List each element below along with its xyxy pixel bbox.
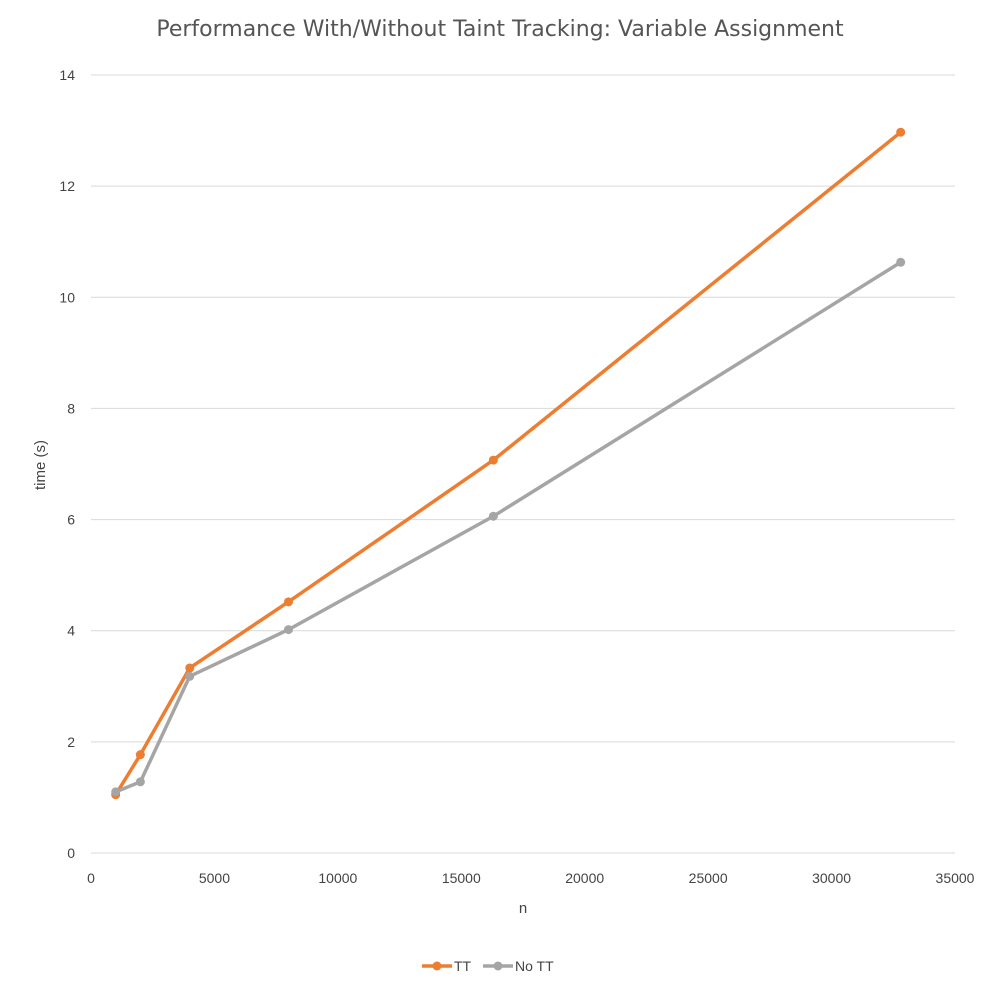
y-tick-label: 4	[67, 623, 75, 639]
y-tick-label: 2	[67, 734, 75, 750]
data-point	[896, 257, 906, 267]
y-tick-label: 14	[59, 67, 75, 83]
data-point	[111, 787, 121, 797]
chart-title: Performance With/Without Taint Tracking:…	[156, 17, 844, 42]
x-tick-label: 15000	[442, 870, 481, 886]
x-tick-label: 20000	[565, 870, 604, 886]
data-point	[896, 127, 906, 137]
legend-marker	[432, 961, 442, 971]
y-tick-label: 8	[67, 400, 75, 416]
y-axis-title: time (s)	[32, 440, 49, 490]
x-tick-label: 5000	[199, 870, 230, 886]
x-tick-label: 10000	[318, 870, 357, 886]
data-point	[135, 777, 145, 787]
y-tick-label: 10	[59, 289, 75, 305]
legend-item: No TT	[483, 958, 554, 974]
legend-label: TT	[454, 958, 472, 974]
x-tick-label: 35000	[936, 870, 975, 886]
series-tt	[111, 127, 906, 800]
series-layer	[111, 127, 906, 800]
data-point	[283, 625, 293, 635]
x-tick-label: 30000	[812, 870, 851, 886]
y-tick-label: 6	[67, 512, 75, 528]
series-line	[113, 130, 903, 797]
data-point	[488, 511, 498, 521]
data-point	[185, 671, 195, 681]
legend-item: TT	[422, 958, 472, 974]
y-axis-ticks: 0 2 4 6 8 10 12 14	[59, 67, 75, 861]
x-axis-title: n	[519, 900, 527, 917]
x-tick-label: 0	[87, 870, 95, 886]
data-point	[135, 750, 145, 760]
legend-label: No TT	[515, 958, 554, 974]
x-axis-ticks: 0 5000 10000 15000 20000 25000 30000 35000	[87, 870, 975, 886]
data-point	[488, 455, 498, 465]
data-point	[185, 663, 195, 673]
data-point	[283, 597, 293, 607]
legend: TT No TT	[422, 958, 554, 974]
series-line	[113, 260, 903, 794]
series-no-tt	[111, 257, 906, 797]
legend-marker	[493, 961, 503, 971]
gridlines	[91, 74, 955, 854]
x-tick-label: 25000	[689, 870, 728, 886]
y-tick-label: 0	[67, 845, 75, 861]
y-tick-label: 12	[59, 178, 75, 194]
